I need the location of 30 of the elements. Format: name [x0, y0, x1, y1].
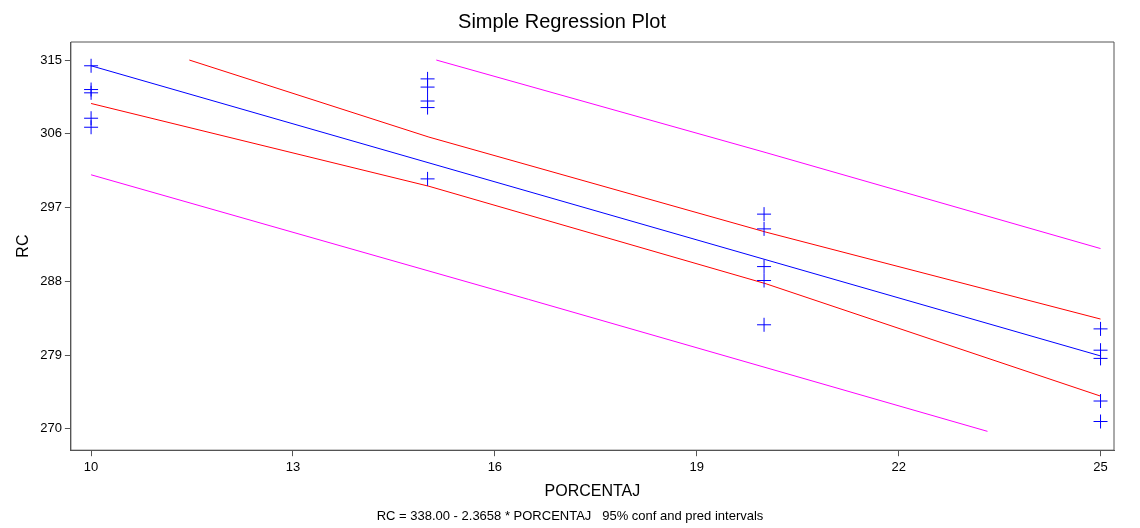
- y-tick-label: 279: [40, 346, 62, 362]
- y-tick-label: 306: [40, 125, 62, 141]
- point: [1093, 393, 1109, 409]
- point: [756, 259, 772, 275]
- point: [756, 206, 772, 222]
- x-axis-title: PORCENTAJ: [544, 481, 641, 499]
- x-tick-label: 16: [487, 458, 503, 474]
- y-tick-label: 297: [40, 199, 62, 215]
- y-tick-label: 315: [40, 51, 62, 67]
- point: [420, 79, 436, 95]
- y-axis-title: RC: [14, 234, 32, 258]
- x-tick-label: 25: [1093, 458, 1108, 474]
- x-tick-label: 10: [83, 458, 99, 474]
- point: [756, 273, 772, 289]
- x-tick-label: 13: [285, 458, 301, 474]
- point: [1093, 414, 1109, 430]
- text: RC = 338.00 - 2.3658 * PORCENTAJ 95% conf and pred intervals: [375, 508, 765, 523]
- point: [420, 100, 436, 116]
- point: [83, 58, 99, 74]
- point: [1093, 321, 1109, 337]
- point: [1093, 350, 1109, 366]
- y-tick-label: 270: [40, 420, 62, 436]
- chart-title: Simple Regression Plot: [458, 9, 667, 32]
- point: [756, 221, 772, 237]
- point: [756, 317, 772, 333]
- x-tick-label: 19: [689, 458, 704, 474]
- point: [83, 119, 99, 135]
- y-tick-label: 288: [40, 272, 62, 288]
- point: [420, 171, 436, 187]
- x-tick-label: 22: [891, 458, 906, 474]
